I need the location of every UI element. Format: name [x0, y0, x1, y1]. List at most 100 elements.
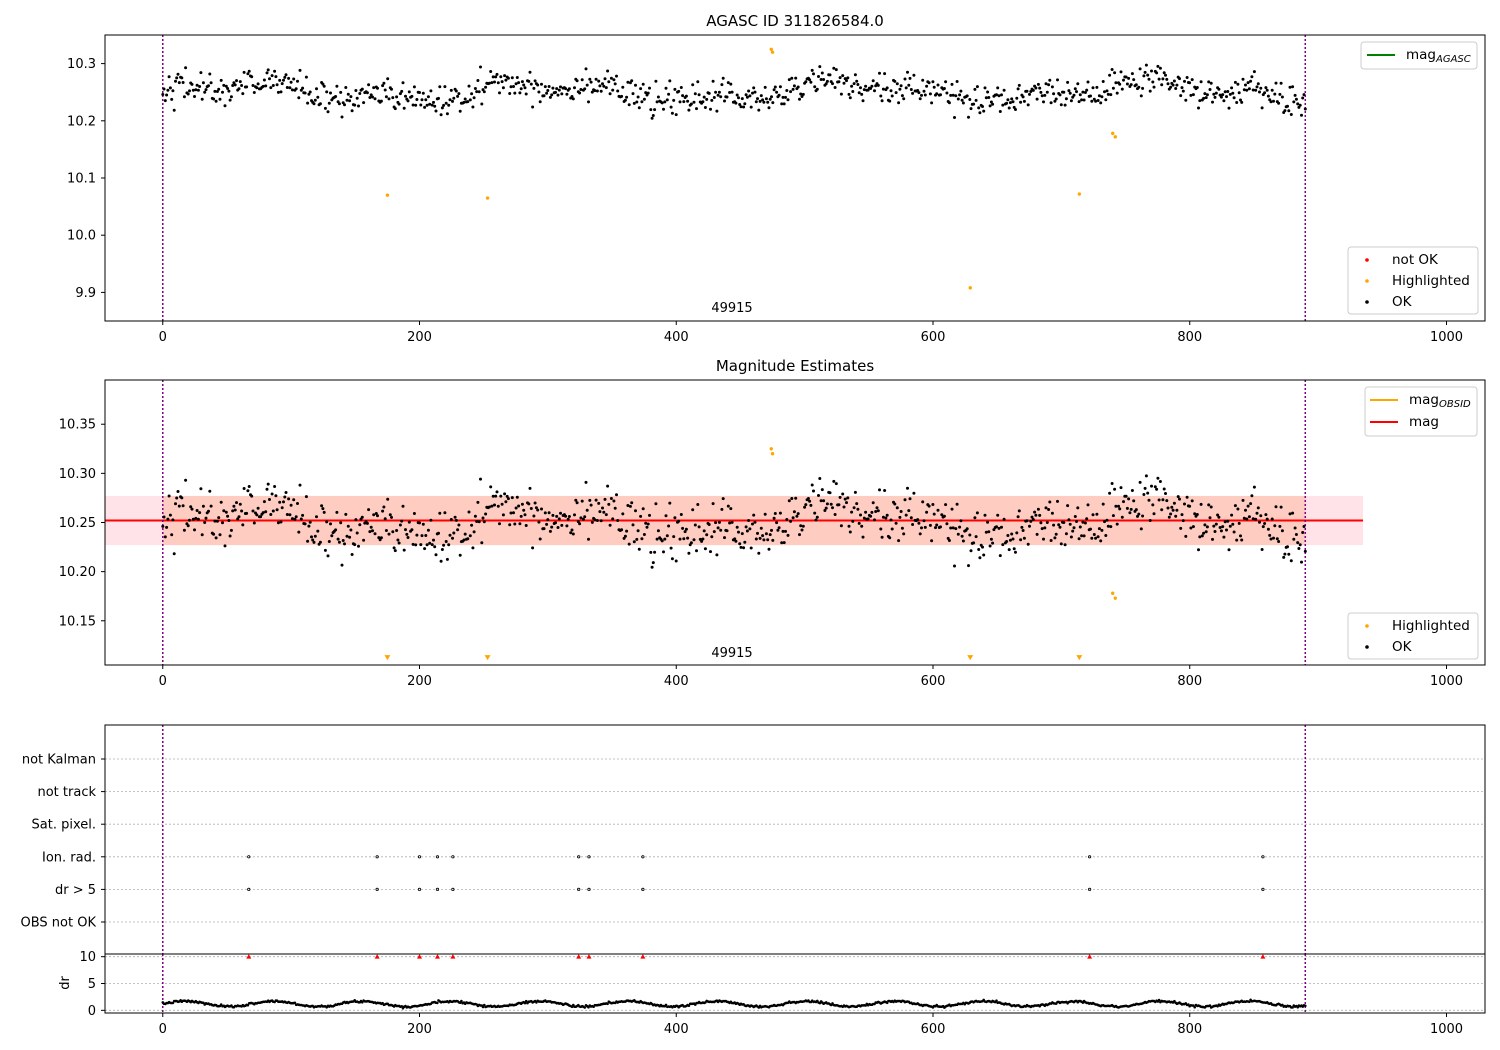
ok-point: [428, 102, 432, 106]
ok-point: [663, 100, 667, 104]
ok-point: [1195, 86, 1199, 89]
ok-point: [285, 513, 289, 516]
ok-point: [214, 99, 218, 103]
ok-point: [1266, 527, 1270, 531]
ok-point: [1059, 542, 1063, 546]
ok-point: [681, 94, 685, 98]
ok-point: [418, 91, 421, 94]
ok-point: [242, 487, 246, 490]
ok-point: [656, 95, 660, 99]
ok-point: [414, 103, 418, 107]
ok-point: [398, 92, 402, 96]
ok-point: [869, 514, 873, 518]
ok-point: [571, 97, 575, 101]
x-tick-label: 200: [407, 330, 432, 345]
ok-point: [1166, 82, 1170, 86]
ok-point: [360, 87, 364, 91]
ok-point: [1025, 89, 1029, 93]
dr-point: [583, 1006, 586, 1009]
ok-point: [1231, 522, 1235, 526]
ok-point: [958, 93, 962, 97]
dr-clipped-marker: [576, 954, 582, 959]
ok-point: [392, 546, 396, 550]
dr-x-tick-label: 0: [159, 1022, 167, 1037]
dr-clipped-marker: [640, 954, 646, 959]
dr-clipped-marker: [246, 954, 252, 959]
ok-point: [1255, 511, 1259, 515]
ok-point: [438, 511, 442, 515]
ok-point: [533, 501, 537, 505]
ok-point: [533, 79, 537, 83]
ok-point: [1085, 88, 1089, 92]
ok-point: [664, 514, 668, 518]
ok-point: [445, 557, 449, 561]
ok-point: [1022, 536, 1026, 540]
flag-marker: [451, 855, 455, 859]
ok-point: [942, 514, 946, 518]
ok-point: [1260, 106, 1264, 110]
ok-point: [1178, 77, 1181, 81]
ok-point: [782, 541, 786, 545]
ok-point: [715, 553, 719, 557]
ok-point: [1063, 543, 1067, 547]
ok-point: [1183, 502, 1186, 506]
ok-point: [1092, 533, 1096, 536]
ok-point: [1223, 520, 1227, 524]
ok-point: [588, 498, 592, 502]
ok-point: [601, 82, 604, 86]
ok-point: [1026, 103, 1030, 107]
ok-point: [792, 84, 796, 88]
ok-point: [477, 520, 481, 524]
ok-point: [1150, 484, 1153, 488]
ok-point: [898, 87, 902, 91]
ok-point: [1011, 100, 1015, 104]
ok-point: [237, 515, 241, 519]
ok-point: [737, 96, 740, 100]
ok-point: [175, 496, 179, 500]
ok-point: [1077, 537, 1081, 541]
ok-point: [986, 90, 990, 94]
ok-point: [1167, 515, 1171, 519]
ok-point: [246, 72, 250, 76]
ok-point: [344, 86, 348, 89]
ok-point: [219, 78, 223, 82]
ok-point: [1264, 86, 1268, 90]
ok-point: [871, 501, 875, 505]
ok-point: [796, 512, 800, 516]
ok-point: [221, 90, 224, 94]
ok-point: [745, 529, 749, 533]
ok-point: [594, 77, 598, 81]
ok-point: [368, 530, 372, 534]
ok-point: [1139, 527, 1143, 531]
ok-point: [726, 504, 730, 508]
ok-point: [550, 525, 554, 529]
ok-point: [194, 88, 198, 92]
ok-point: [1225, 95, 1228, 99]
magnitude-panel-title: Magnitude Estimates: [716, 357, 874, 375]
ok-point: [911, 91, 915, 95]
ok-point: [504, 78, 508, 82]
ok-point: [420, 98, 424, 102]
ok-point: [473, 514, 477, 518]
ok-point: [376, 514, 379, 518]
ok-point: [1064, 97, 1068, 101]
ok-point: [829, 502, 833, 506]
ok-point: [283, 75, 287, 79]
ok-point: [212, 97, 216, 101]
ok-point: [468, 534, 472, 538]
ok-point: [703, 547, 707, 551]
ok-point: [730, 90, 734, 94]
ok-point: [740, 97, 744, 101]
ok-point: [232, 81, 236, 85]
ok-point: [1193, 512, 1197, 516]
ok-point: [1282, 555, 1286, 559]
ok-point: [653, 108, 657, 112]
ok-point: [637, 547, 641, 551]
ok-point: [1303, 107, 1307, 111]
ok-point: [233, 83, 237, 87]
ok-point: [1203, 92, 1207, 96]
ok-point: [1043, 93, 1047, 97]
dr-point: [1208, 1004, 1212, 1007]
ok-point: [697, 93, 701, 97]
ok-point: [589, 80, 593, 84]
